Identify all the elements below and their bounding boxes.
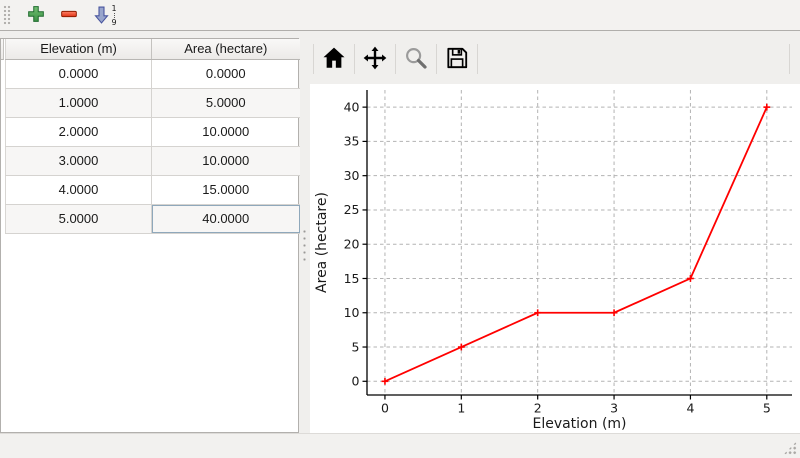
table-header-row: Elevation (m) Area (hectare) bbox=[5, 39, 300, 60]
y-tick-label: 10 bbox=[344, 305, 360, 320]
x-tick-label: 3 bbox=[610, 401, 618, 416]
y-tick-label: 20 bbox=[344, 237, 360, 252]
plot-toolbar bbox=[310, 36, 800, 82]
save-icon bbox=[444, 45, 470, 74]
cell-area[interactable]: 10.0000 bbox=[151, 146, 300, 176]
home-icon bbox=[321, 45, 347, 74]
x-tick-label: 2 bbox=[534, 401, 542, 416]
y-tick-label: 5 bbox=[352, 339, 360, 354]
toolbar-separator bbox=[313, 44, 314, 74]
table-row: 2.0000 10.0000 bbox=[5, 117, 300, 147]
y-tick-label: 0 bbox=[352, 374, 360, 389]
plot-home-button[interactable] bbox=[317, 40, 351, 78]
plot-pan-button[interactable] bbox=[358, 40, 392, 78]
plot-canvas[interactable]: 0 1 2 3 4 5 0 5 10 15 20 25 30 35 40 Elevation (m) Area … bbox=[310, 84, 800, 433]
column-header-elevation[interactable]: Elevation (m) bbox=[5, 39, 152, 60]
cell-elevation[interactable]: 0.0000 bbox=[5, 59, 152, 89]
resize-grip-icon[interactable] bbox=[783, 441, 797, 455]
data-line bbox=[384, 106, 768, 383]
cell-elevation[interactable]: 4.0000 bbox=[5, 175, 152, 205]
cell-area[interactable]: 15.0000 bbox=[151, 175, 300, 205]
table-corner-header bbox=[1, 39, 4, 60]
toolbar-drag-handle[interactable] bbox=[3, 5, 11, 25]
toolbar-separator bbox=[354, 44, 355, 74]
y-tick-label: 35 bbox=[344, 134, 360, 149]
column-header-area[interactable]: Area (hectare) bbox=[151, 39, 300, 60]
toolbar-separator bbox=[436, 44, 437, 74]
cell-area[interactable]: 5.0000 bbox=[151, 88, 300, 118]
cell-elevation[interactable]: 1.0000 bbox=[5, 88, 152, 118]
sort-badge-top: 1 bbox=[111, 3, 117, 13]
y-tick-label: 25 bbox=[344, 202, 360, 217]
x-tick-label: 0 bbox=[381, 401, 389, 416]
sort-badge-bottom: 9 bbox=[111, 17, 117, 27]
toolbar-separator bbox=[395, 44, 396, 74]
table-row: 5.0000 40.0000 bbox=[5, 204, 300, 234]
sort-rows-button[interactable]: 1 9 bbox=[88, 2, 122, 28]
plot-save-button[interactable] bbox=[440, 40, 474, 78]
cell-elevation[interactable]: 2.0000 bbox=[5, 117, 152, 147]
panel-splitter[interactable] bbox=[299, 32, 310, 433]
sort-dots bbox=[113, 12, 115, 18]
y-tick-label: 40 bbox=[344, 99, 360, 114]
y-tick-label: 15 bbox=[344, 271, 360, 286]
minus-icon bbox=[59, 4, 79, 27]
cell-elevation[interactable]: 3.0000 bbox=[5, 146, 152, 176]
remove-row-button[interactable] bbox=[55, 2, 83, 28]
y-axis-label: Area (hectare) bbox=[314, 192, 330, 293]
cell-area[interactable]: 0.0000 bbox=[151, 59, 300, 89]
toolbar-separator bbox=[789, 44, 790, 74]
x-tick-label: 5 bbox=[763, 401, 771, 416]
status-bar bbox=[0, 433, 800, 458]
pan-icon bbox=[362, 45, 388, 74]
plus-icon bbox=[26, 4, 46, 27]
x-tick-label: 1 bbox=[457, 401, 465, 416]
table-row: 3.0000 10.0000 bbox=[5, 146, 300, 176]
table-row: 4.0000 15.0000 bbox=[5, 175, 300, 205]
toolbar-separator bbox=[477, 44, 478, 74]
x-axis-label: Elevation (m) bbox=[532, 416, 626, 432]
x-tick-label: 4 bbox=[686, 401, 694, 416]
elevation-area-chart[interactable]: 0 1 2 3 4 5 0 5 10 15 20 25 30 35 40 Elevation (m) Area … bbox=[310, 84, 800, 433]
sort-ascending-icon: 1 9 bbox=[93, 3, 117, 27]
cell-area[interactable]: 40.0000 bbox=[151, 204, 300, 234]
table-row: 0.0000 0.0000 bbox=[5, 59, 300, 89]
cell-elevation[interactable]: 5.0000 bbox=[5, 204, 152, 234]
main-toolbar: 1 9 bbox=[0, 0, 800, 31]
table-row: 1.0000 5.0000 bbox=[5, 88, 300, 118]
cell-area[interactable]: 10.0000 bbox=[151, 117, 300, 147]
plot-zoom-button[interactable] bbox=[399, 40, 433, 78]
elevation-area-table: Elevation (m) Area (hectare) 0.0000 0.000… bbox=[0, 38, 300, 433]
splitter-handle-icon bbox=[303, 228, 306, 262]
zoom-icon bbox=[403, 45, 429, 74]
add-row-button[interactable] bbox=[22, 2, 50, 28]
y-tick-label: 30 bbox=[344, 168, 360, 183]
